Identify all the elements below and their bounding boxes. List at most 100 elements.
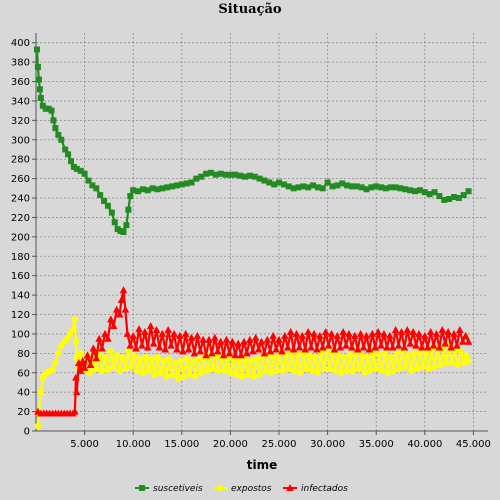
data-point [324, 179, 331, 186]
data-point [321, 327, 330, 335]
data-point [203, 170, 210, 177]
data-point [250, 373, 257, 380]
data-point [367, 367, 374, 375]
data-point [356, 329, 365, 337]
data-point [435, 343, 444, 351]
data-point [232, 171, 239, 178]
data-point [238, 373, 246, 380]
data-point [412, 188, 419, 195]
data-point [74, 359, 83, 367]
data-point [441, 339, 450, 347]
legend-marker [286, 484, 294, 491]
data-point [311, 354, 319, 361]
data-point [117, 295, 126, 303]
data-point [188, 179, 195, 186]
data-point [387, 184, 394, 191]
data-point [307, 343, 315, 351]
data-point [63, 335, 71, 342]
data-point [193, 331, 202, 339]
data-point [454, 361, 462, 369]
data-point [78, 357, 87, 365]
data-point [139, 369, 147, 376]
data-point [246, 172, 253, 179]
data-point [279, 367, 287, 375]
data-point [165, 355, 173, 363]
data-point [154, 354, 161, 361]
data-point [365, 345, 374, 353]
data-point [129, 331, 138, 339]
data-point [101, 354, 109, 361]
legend: suscetiveis expostos infectados [135, 484, 348, 494]
legend-item-expostos: expostos [213, 484, 272, 494]
data-point [130, 352, 138, 359]
data-point [418, 343, 426, 351]
data-point [125, 348, 132, 355]
data-point [66, 330, 74, 338]
data-point [237, 172, 244, 179]
y-tick-label: 300 [11, 135, 30, 146]
data-point [458, 337, 467, 345]
data-point [127, 193, 134, 200]
data-point [415, 329, 423, 337]
data-point [231, 351, 240, 359]
data-point [50, 117, 57, 124]
data-point [297, 369, 304, 376]
data-point [112, 305, 121, 313]
data-point [98, 344, 106, 352]
data-point [173, 345, 181, 353]
legend-item-suscetiveis: suscetiveis [135, 484, 203, 494]
data-point [95, 334, 103, 342]
data-point [406, 339, 415, 347]
data-point [300, 183, 307, 190]
data-point [234, 339, 242, 347]
data-point [344, 182, 351, 189]
data-point [86, 360, 95, 368]
data-point [222, 335, 231, 343]
data-point [301, 345, 310, 353]
data-point [176, 331, 184, 339]
data-point [464, 337, 473, 345]
data-point [171, 359, 179, 367]
data-point [348, 183, 355, 190]
data-point [109, 322, 118, 330]
data-point [457, 348, 464, 355]
y-tick-label: 340 [11, 96, 30, 107]
data-point [213, 347, 222, 355]
data-point [345, 329, 353, 337]
data-point [304, 327, 312, 335]
data-point [465, 357, 472, 365]
data-point [432, 329, 441, 337]
data-point [355, 365, 362, 373]
data-point [334, 182, 341, 189]
data-point [400, 343, 409, 351]
data-point [368, 184, 375, 191]
data-point [455, 195, 462, 202]
data-point [262, 367, 269, 375]
data-point [444, 327, 452, 335]
data-point [154, 186, 161, 193]
data-point [272, 345, 280, 353]
data-point [281, 331, 289, 339]
data-point [116, 367, 123, 375]
data-point [316, 331, 324, 339]
data-point [167, 341, 175, 349]
data-point [409, 327, 417, 335]
data-point [146, 322, 155, 330]
data-point [394, 341, 403, 349]
data-point [421, 189, 428, 196]
data-point [461, 331, 470, 339]
y-tick-label: 180 [11, 252, 30, 263]
data-point [390, 367, 397, 375]
data-point [266, 347, 275, 355]
data-point [426, 191, 433, 198]
data-point [62, 146, 69, 153]
data-point [266, 179, 273, 186]
data-point [336, 343, 345, 351]
data-point [342, 341, 350, 349]
data-point [351, 331, 359, 339]
data-point [280, 181, 287, 188]
data-point [119, 354, 126, 361]
legend-marker [216, 484, 224, 492]
data-point [363, 186, 370, 193]
